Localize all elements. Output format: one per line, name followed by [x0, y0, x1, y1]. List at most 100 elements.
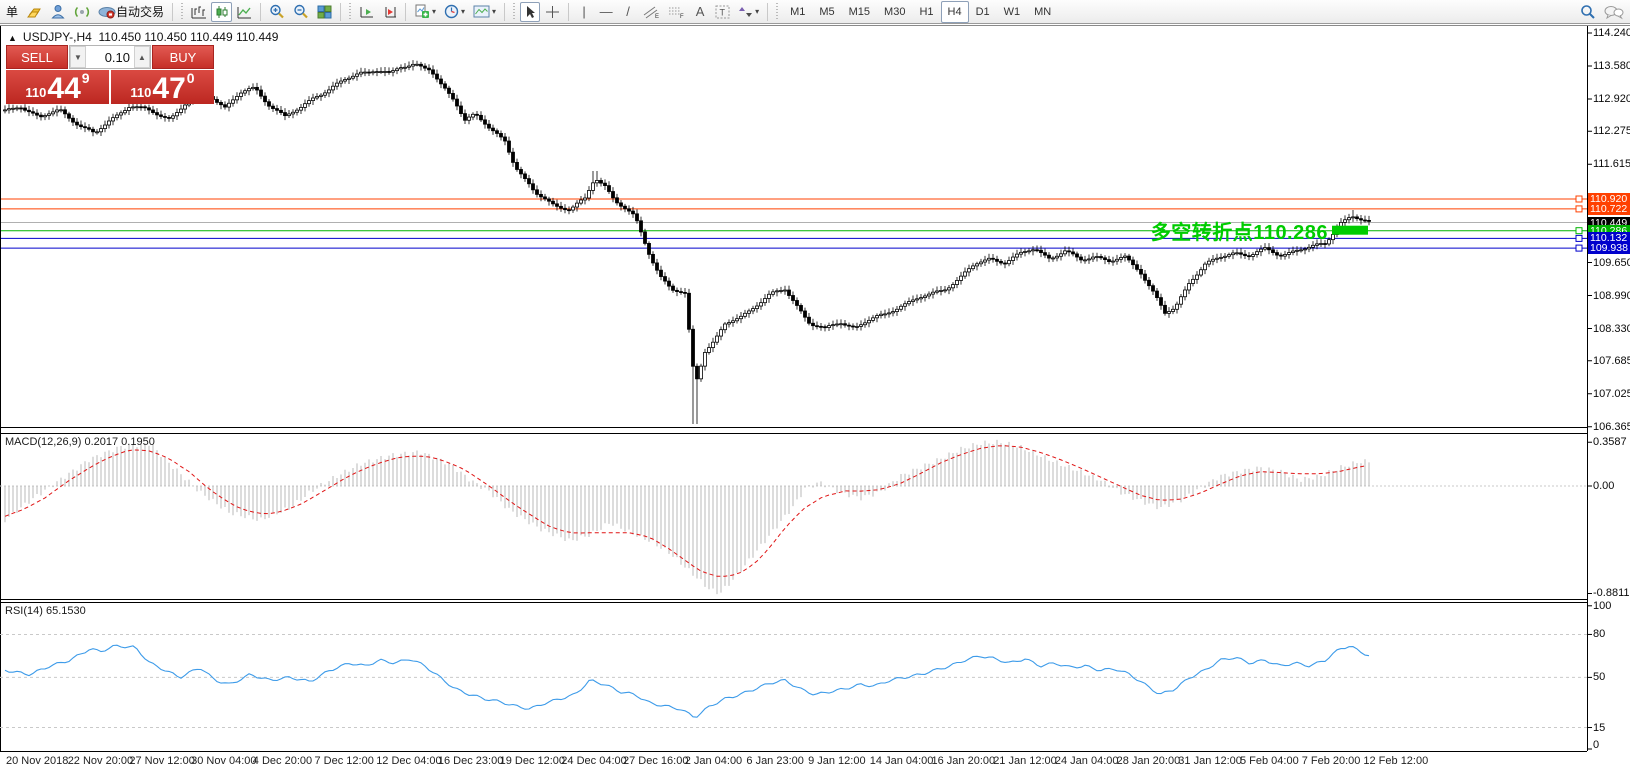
candle-body	[903, 303, 907, 307]
candle-body	[831, 324, 835, 327]
new-order-button[interactable]: 单	[5, 5, 18, 19]
candle-body	[283, 112, 287, 117]
candle-body	[879, 313, 883, 316]
rsi-pane[interactable]	[0, 602, 1630, 751]
text-tool[interactable]: A	[695, 4, 705, 19]
candle-body	[75, 121, 79, 126]
candle-body	[1287, 252, 1291, 255]
candle-body	[411, 63, 415, 67]
candle-body	[935, 290, 939, 293]
candle-body	[511, 151, 515, 163]
candle-body	[591, 182, 595, 191]
tile-windows-icon	[317, 5, 332, 18]
text-label-tool[interactable]: T	[712, 2, 733, 22]
candle-body	[351, 75, 355, 79]
line-chart-button[interactable]	[234, 2, 255, 22]
buy-price-display[interactable]: 110 47 0	[111, 70, 214, 104]
candlestick-icon	[216, 5, 228, 18]
timeframe-button-H4[interactable]: H4	[940, 0, 969, 23]
candle-body	[419, 63, 423, 67]
auto-scroll-button[interactable]	[356, 2, 377, 22]
time-axis-label: 31 Jan 12:00	[1178, 755, 1242, 767]
chart-shift-button[interactable]	[379, 2, 400, 22]
search-icon[interactable]	[1580, 4, 1596, 20]
price-tick-label: 114.240	[1593, 27, 1630, 39]
candle-body	[143, 106, 147, 109]
candle-body	[111, 117, 115, 122]
sell-button[interactable]: SELL	[6, 45, 68, 69]
buy-button[interactable]: BUY	[152, 45, 214, 69]
time-axis-label: 19 Dec 12:00	[499, 755, 566, 767]
timeframe-button-H1[interactable]: H1	[919, 5, 934, 18]
candle-body	[599, 180, 603, 184]
candle-body	[491, 127, 495, 132]
candle-body	[1367, 220, 1371, 222]
collapse-arrow-icon[interactable]: ▲	[8, 33, 17, 43]
crosshair-button[interactable]	[542, 2, 563, 22]
candle-body	[131, 106, 135, 109]
toolbar-separator	[568, 2, 570, 21]
candle-body	[719, 329, 723, 337]
time-axis-label: 5 Feb 04:00	[1240, 755, 1299, 767]
time-axis-label: 14 Jan 04:00	[869, 755, 934, 767]
candle-body	[795, 300, 799, 306]
candle-body	[1079, 256, 1083, 261]
trendline-tool[interactable]: /	[626, 4, 630, 19]
candle-body	[823, 326, 827, 329]
periods-button[interactable]: ▾	[441, 2, 468, 22]
timeframe-button-M15[interactable]: M15	[848, 5, 871, 18]
candle-body	[171, 115, 175, 119]
vertical-line-tool[interactable]: |	[582, 4, 586, 19]
candle-body	[315, 96, 319, 99]
zoom-in-button[interactable]	[266, 2, 288, 22]
candlestick-chart-button[interactable]	[211, 1, 233, 22]
tile-windows-button[interactable]	[314, 2, 335, 22]
candle-body	[863, 322, 867, 326]
timeframe-button-MN[interactable]: MN	[1034, 5, 1052, 18]
candle-body	[799, 305, 803, 312]
candle-body	[871, 317, 875, 321]
chat-icon[interactable]	[1604, 5, 1624, 20]
time-axis-label: 6 Jan 23:00	[746, 755, 804, 767]
timeframe-button-M30[interactable]: M30	[884, 5, 906, 18]
candle-body	[1231, 252, 1235, 256]
candle-body	[539, 193, 543, 198]
arrows-tool[interactable]: ▾	[735, 2, 762, 22]
signals-icon[interactable]	[71, 2, 93, 22]
indicators-button[interactable]: ▾	[411, 2, 439, 22]
horizontal-line-tool[interactable]: —	[599, 4, 613, 19]
macd-pane[interactable]	[0, 433, 1630, 599]
candle-body	[915, 298, 919, 301]
volume-input[interactable]: 0.10	[104, 49, 130, 65]
navigator-icon[interactable]	[48, 2, 69, 22]
pivot-annotation-text[interactable]: 多空转折点110.286	[1150, 222, 1328, 244]
candle-body	[1191, 278, 1195, 284]
bar-chart-button[interactable]	[188, 2, 209, 22]
candle-body	[147, 107, 151, 111]
candle-body	[791, 295, 795, 301]
volume-increase-button[interactable]: ▲	[134, 46, 150, 68]
autotrading-button[interactable]: 自动交易	[95, 2, 167, 22]
templates-button[interactable]: ▾	[470, 2, 499, 22]
candle-body	[495, 130, 499, 134]
candle-body	[287, 113, 291, 117]
timeframe-button-D1[interactable]: D1	[975, 5, 990, 18]
candle-body	[87, 127, 91, 130]
candle-body	[139, 106, 143, 109]
timeframe-button-M1[interactable]: M1	[790, 5, 806, 18]
fibonacci-tool[interactable]: F	[665, 2, 688, 22]
candle-body	[1271, 249, 1275, 253]
zoom-out-button[interactable]	[290, 2, 312, 22]
candle-body	[271, 105, 275, 109]
fibonacci-icon: F	[669, 7, 684, 19]
candle-body	[27, 109, 31, 113]
sell-price-display[interactable]: 110 44 9	[6, 70, 109, 104]
timeframe-button-W1[interactable]: W1	[1003, 5, 1021, 18]
market-watch-icon[interactable]	[24, 2, 46, 22]
pivot-green-box	[1332, 225, 1368, 235]
cursor-button[interactable]	[520, 1, 541, 22]
equidistant-channel-tool[interactable]: E	[640, 2, 663, 22]
timeframe-button-M5[interactable]: M5	[819, 5, 835, 18]
volume-decrease-button[interactable]: ▼	[70, 46, 86, 68]
